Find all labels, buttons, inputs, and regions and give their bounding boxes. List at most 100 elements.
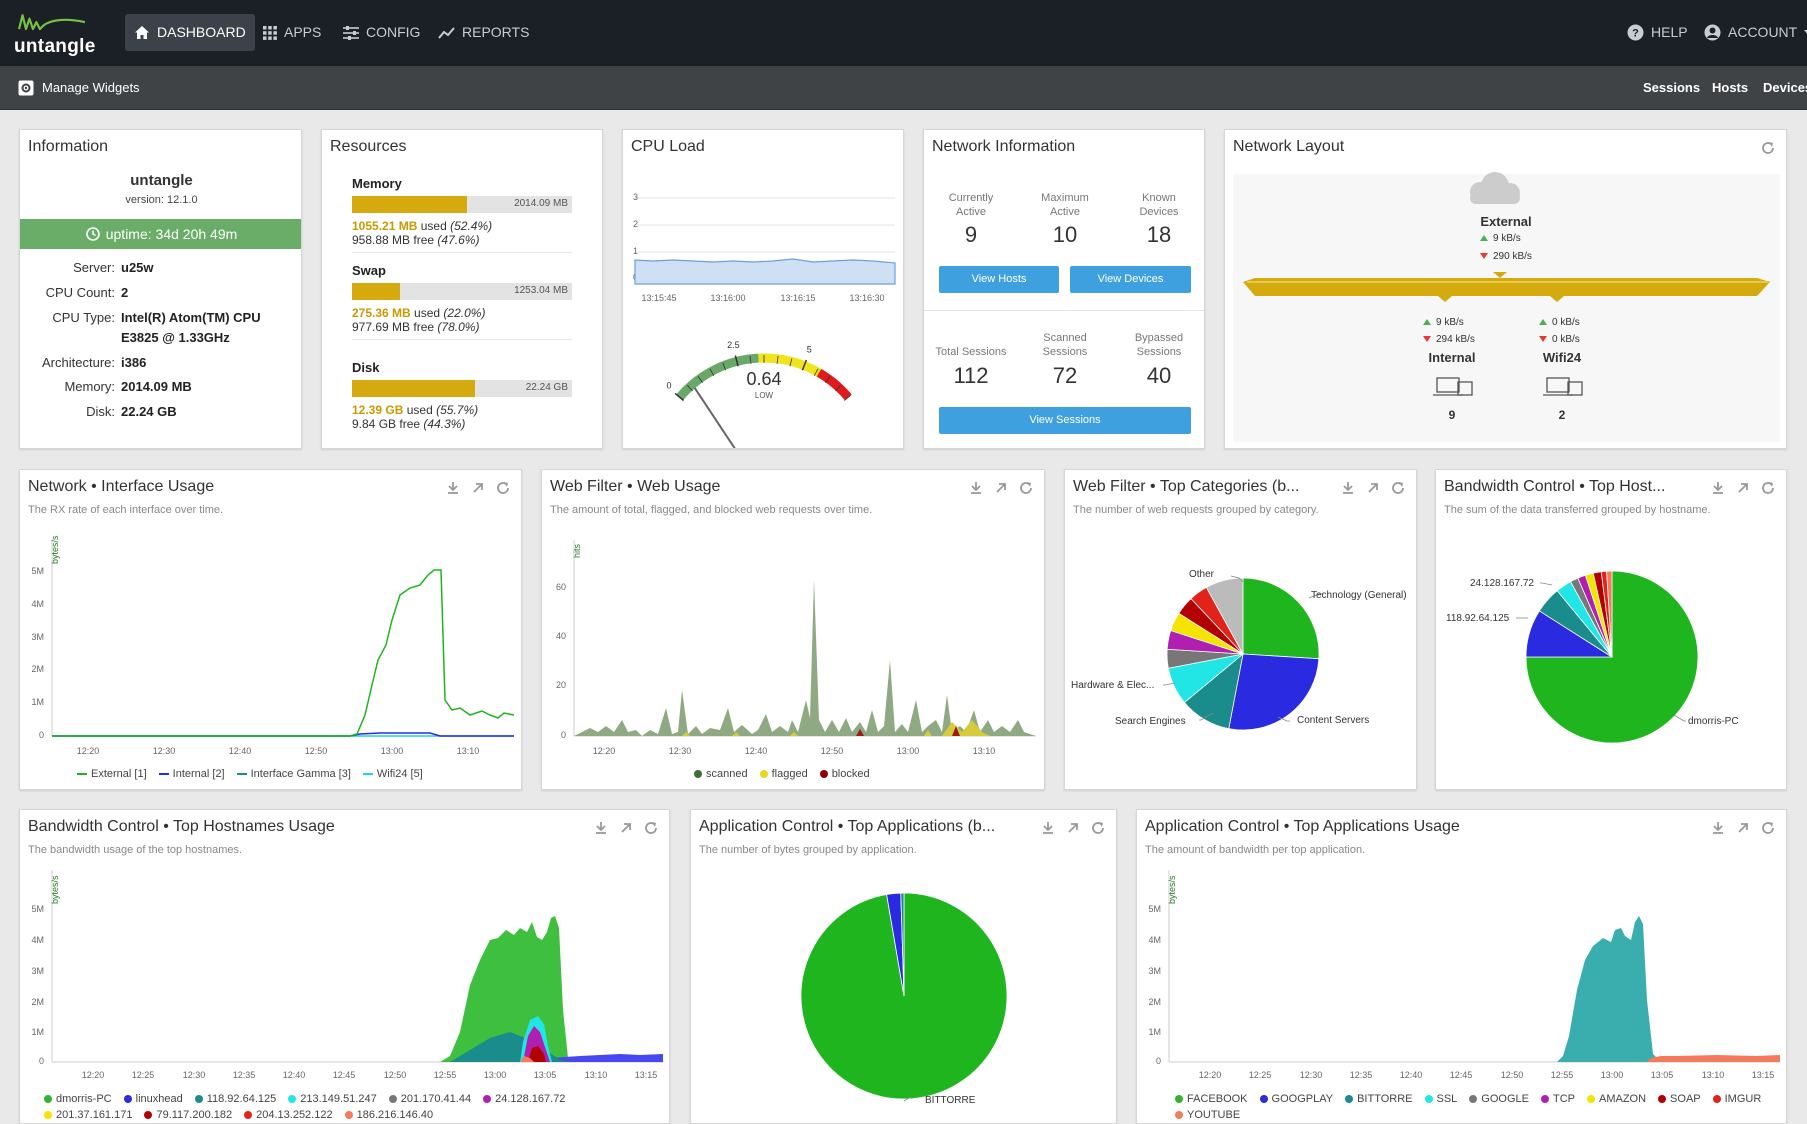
legend-item[interactable]: linuxhead bbox=[123, 1093, 183, 1105]
refresh-icon[interactable] bbox=[1760, 140, 1776, 156]
download-icon[interactable] bbox=[445, 480, 461, 496]
manage-widgets-label: Manage Widgets bbox=[42, 80, 140, 95]
info-key: Disk: bbox=[86, 404, 115, 419]
legend-item[interactable]: scanned bbox=[694, 768, 748, 780]
refresh-icon[interactable] bbox=[1760, 480, 1776, 496]
external-link-icon[interactable] bbox=[1735, 480, 1751, 496]
y-tick: 60 bbox=[556, 582, 566, 592]
y-tick: 4M bbox=[1148, 935, 1161, 945]
legend-item[interactable]: IMGUR bbox=[1712, 1093, 1761, 1105]
x-tick: 13:15:45 bbox=[641, 293, 676, 303]
view-sessions-button[interactable]: View Sessions bbox=[939, 407, 1191, 434]
nav-config[interactable]: CONFIG bbox=[334, 14, 429, 51]
gauge-tick-label: 2.5 bbox=[727, 340, 740, 350]
chart-legend: FACEBOOK GOOGPLAY BITTORRE SSL GOOGLE TCP AMAZ… bbox=[1175, 1093, 1775, 1121]
view-devices-button[interactable]: View Devices bbox=[1070, 266, 1191, 293]
legend-item[interactable]: Wifi24 [5] bbox=[362, 768, 423, 780]
x-tick: 12:30 bbox=[183, 1070, 206, 1080]
legend-item[interactable]: 204.13.252.122 bbox=[244, 1109, 333, 1121]
resource-total: 2014.09 MB bbox=[514, 198, 568, 209]
download-icon[interactable] bbox=[1040, 820, 1056, 836]
external-link-icon[interactable] bbox=[1735, 820, 1751, 836]
manage-widgets-button[interactable]: Manage Widgets bbox=[18, 66, 140, 110]
hosts-link[interactable]: Hosts bbox=[1712, 80, 1749, 95]
untangle-logo[interactable] bbox=[12, 10, 92, 36]
legend-item[interactable]: FACEBOOK bbox=[1175, 1093, 1248, 1105]
nav-help-label: HELP bbox=[1651, 24, 1688, 40]
gauge-band bbox=[676, 353, 759, 401]
legend-item[interactable]: External [1] bbox=[77, 768, 147, 780]
sessions-link[interactable]: Sessions bbox=[1643, 80, 1701, 95]
info-key: Architecture: bbox=[42, 355, 115, 370]
download-icon[interactable] bbox=[1710, 820, 1726, 836]
devices-link[interactable]: Devices bbox=[1763, 80, 1807, 95]
wifi-name: Wifi24 bbox=[1543, 350, 1582, 365]
legend-item[interactable]: SOAP bbox=[1658, 1093, 1701, 1105]
legend-item[interactable]: YOUTUBE bbox=[1175, 1109, 1240, 1121]
legend-item[interactable]: 186.216.146.40 bbox=[344, 1109, 433, 1121]
external-link-icon[interactable] bbox=[993, 480, 1009, 496]
x-tick: 12:40 bbox=[283, 1070, 306, 1080]
x-tick: 12:50 bbox=[384, 1070, 407, 1080]
cpu-load-value: 0.64 bbox=[746, 369, 781, 389]
legend-item[interactable]: 201.37.161.171 bbox=[44, 1109, 132, 1121]
x-tick: 12:50 bbox=[1501, 1070, 1524, 1080]
x-tick: 12:20 bbox=[1199, 1070, 1222, 1080]
legend-item[interactable]: AMAZON bbox=[1586, 1093, 1646, 1105]
legend-item[interactable]: SSL bbox=[1424, 1093, 1457, 1105]
widget-subtitle: The number of web requests grouped by ca… bbox=[1073, 504, 1319, 516]
uptime-text: uptime: 34d 20h 49m bbox=[105, 226, 238, 242]
legend-item[interactable]: GOOGPLAY bbox=[1259, 1093, 1333, 1105]
nav-account[interactable]: ACCOUNT bbox=[1695, 14, 1807, 51]
legend-item[interactable]: dmorris-PC bbox=[44, 1093, 112, 1105]
refresh-icon[interactable] bbox=[1760, 820, 1776, 836]
legend-item[interactable]: TCP bbox=[1540, 1093, 1575, 1105]
refresh-icon[interactable] bbox=[1390, 480, 1406, 496]
external-link-icon[interactable] bbox=[1065, 820, 1081, 836]
legend-item[interactable]: 79.117.200.182 bbox=[144, 1109, 232, 1121]
nav-apps[interactable]: APPS bbox=[254, 14, 330, 51]
external-link-icon[interactable] bbox=[470, 480, 486, 496]
legend-item[interactable]: Internal [2] bbox=[158, 768, 225, 780]
widget-toolbar: Manage Widgets Sessions Hosts Devices bbox=[0, 66, 1807, 110]
refresh-icon[interactable] bbox=[1090, 820, 1106, 836]
legend-item[interactable]: Interface Gamma [3] bbox=[236, 768, 351, 780]
pie-slice bbox=[900, 892, 905, 997]
hostnames-usage-widget: Bandwidth Control • Top Hostnames Usage … bbox=[19, 809, 670, 1124]
nav-reports[interactable]: REPORTS bbox=[429, 14, 538, 51]
interface-usage-chart: bytes/s 5M 4M 3M 2M 1M 0 12:20 12:30 12:… bbox=[31, 535, 515, 756]
nav-help[interactable]: ? HELP bbox=[1618, 14, 1697, 51]
legend-item[interactable]: 24.128.167.72 bbox=[483, 1093, 565, 1105]
x-tick: 12:45 bbox=[333, 1070, 356, 1080]
refresh-icon[interactable] bbox=[1018, 480, 1034, 496]
download-icon[interactable] bbox=[1340, 480, 1356, 496]
external-link-icon[interactable] bbox=[1365, 480, 1381, 496]
refresh-icon[interactable] bbox=[643, 820, 659, 836]
y-tick: 4M bbox=[31, 935, 44, 945]
download-icon[interactable] bbox=[593, 820, 609, 836]
pie-label: BITTORRE bbox=[925, 1095, 976, 1106]
gear-icon bbox=[18, 80, 34, 96]
legend-item[interactable]: flagged bbox=[759, 768, 808, 780]
view-hosts-button[interactable]: View Hosts bbox=[939, 266, 1059, 293]
help-icon: ? bbox=[1627, 24, 1644, 41]
legend-item[interactable]: 201.170.41.44 bbox=[388, 1093, 471, 1105]
legend-item[interactable]: 118.92.64.125 bbox=[194, 1093, 276, 1105]
x-tick: 12:30 bbox=[669, 746, 692, 756]
external-link-icon[interactable] bbox=[618, 820, 634, 836]
resource-free: 958.88 MB free (47.6%) bbox=[352, 233, 480, 247]
download-icon[interactable] bbox=[968, 480, 984, 496]
legend-item[interactable]: GOOGLE bbox=[1469, 1093, 1529, 1105]
nav-dashboard[interactable]: DASHBOARD bbox=[125, 14, 255, 51]
logo-text[interactable]: untangle bbox=[14, 36, 96, 57]
usage-bar-fill bbox=[352, 380, 475, 397]
legend-item[interactable]: 213.149.51.247 bbox=[288, 1093, 377, 1105]
y-axis-label: bytes/s bbox=[50, 535, 60, 564]
x-tick: 12:35 bbox=[233, 1070, 256, 1080]
refresh-icon[interactable] bbox=[495, 480, 511, 496]
legend-item[interactable]: BITTORRE bbox=[1345, 1093, 1413, 1105]
legend-item[interactable]: blocked bbox=[819, 768, 870, 780]
y-tick: 5M bbox=[31, 566, 44, 576]
download-icon[interactable] bbox=[1710, 480, 1726, 496]
chart-legend: scanned flagged blocked bbox=[694, 768, 870, 780]
